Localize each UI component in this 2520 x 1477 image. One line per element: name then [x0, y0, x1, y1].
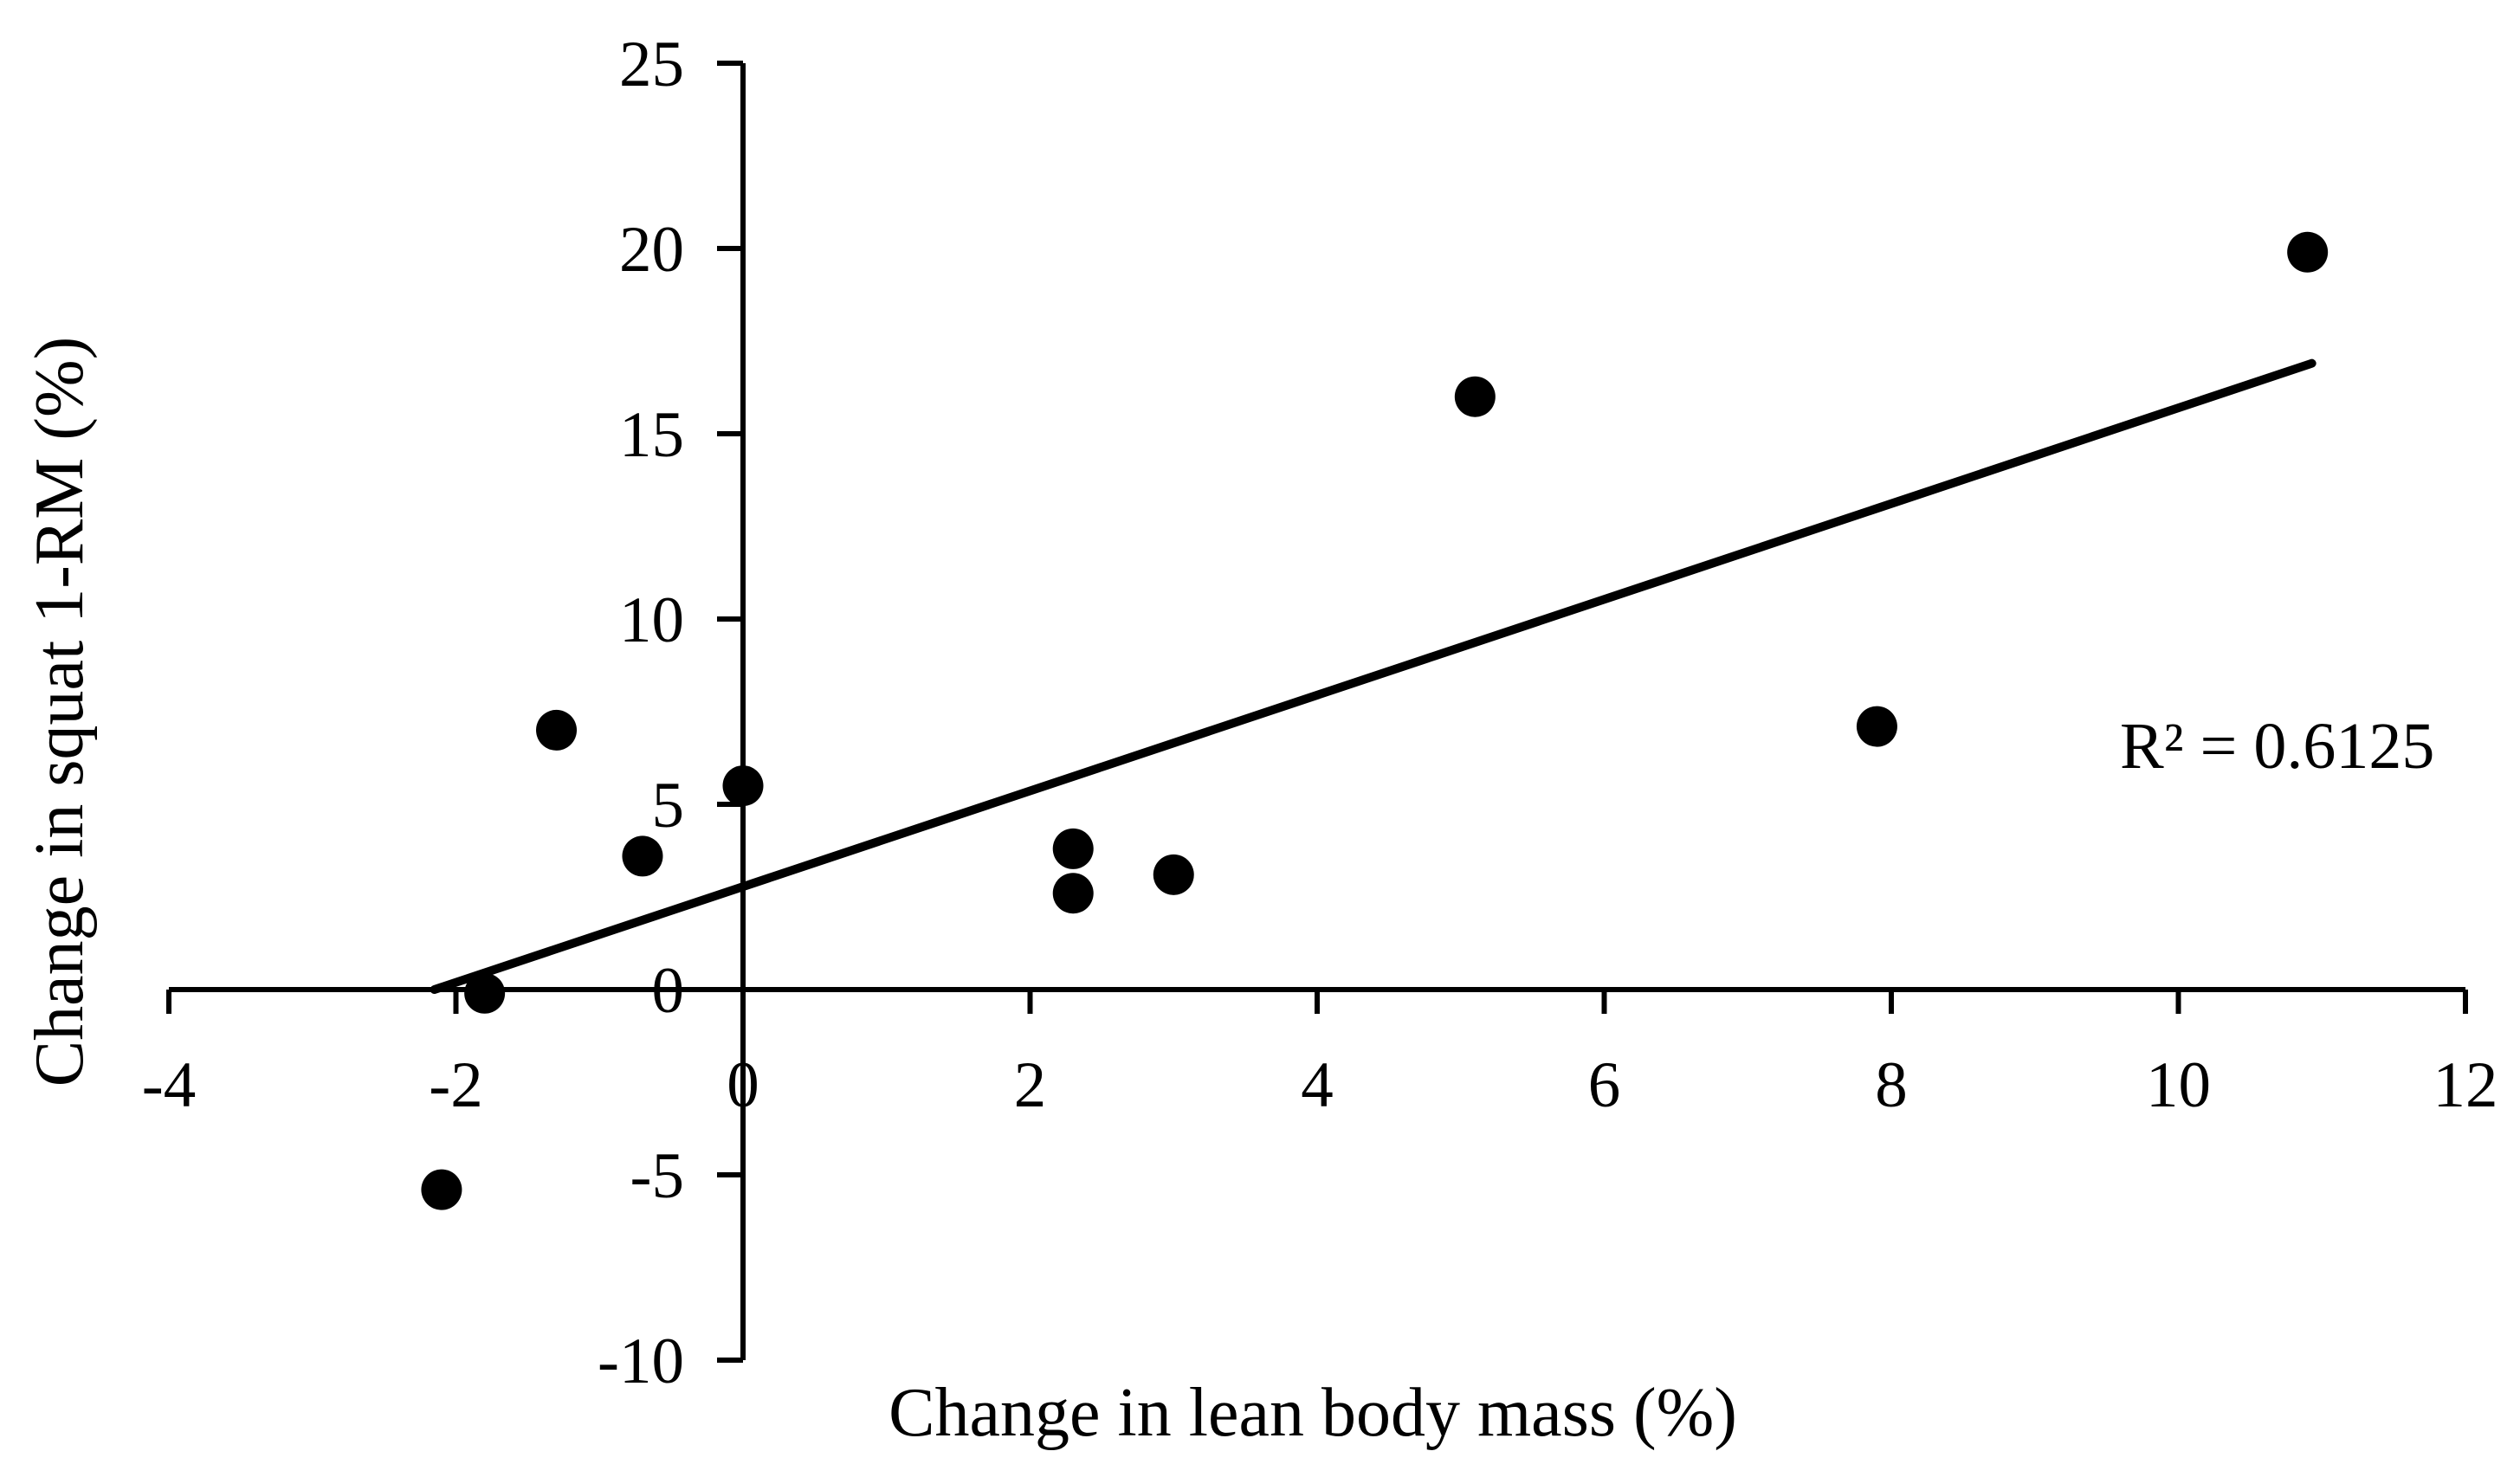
data-point	[1052, 828, 1094, 869]
x-tick-label: -4	[142, 1049, 196, 1121]
y-tick-label: 5	[652, 770, 685, 842]
y-tick-label: -10	[598, 1325, 684, 1397]
x-tick-label: 8	[1875, 1049, 1908, 1121]
y-axis: 25 20 15 10 5 0 -5 -10	[598, 29, 746, 1397]
y-tick-label: -5	[630, 1140, 684, 1212]
trend-line-group	[430, 358, 2316, 994]
data-point	[622, 835, 663, 877]
x-tick-label: -2	[429, 1049, 482, 1121]
data-point	[2287, 231, 2329, 273]
y-axis-title: Change in squat 1-RM (%)	[22, 337, 98, 1087]
data-point	[536, 709, 578, 751]
data-point	[1856, 706, 1897, 747]
y-tick-label: 10	[619, 584, 684, 656]
data-point	[1454, 376, 1496, 417]
x-tick-label: 12	[2433, 1049, 2498, 1121]
y-tick-label: 0	[652, 955, 685, 1027]
data-point	[464, 972, 506, 1014]
trend-line	[430, 358, 2316, 994]
data-point	[421, 1169, 462, 1210]
x-tick-label: 6	[1588, 1049, 1621, 1121]
data-point	[1052, 873, 1094, 914]
x-tick-label: 4	[1301, 1049, 1334, 1121]
y-tick-label: 25	[619, 29, 684, 100]
y-tick-label: 15	[619, 399, 684, 471]
r-squared-label: R² = 0.6125	[2120, 710, 2434, 783]
x-tick-label: 2	[1014, 1049, 1047, 1121]
data-point	[722, 765, 764, 807]
x-tick-label: 10	[2146, 1049, 2211, 1121]
x-axis-title: Change in lean body mass (%)	[888, 1375, 1737, 1451]
data-points	[421, 231, 2329, 1210]
data-point	[1153, 854, 1194, 895]
y-tick-label: 20	[619, 214, 684, 286]
